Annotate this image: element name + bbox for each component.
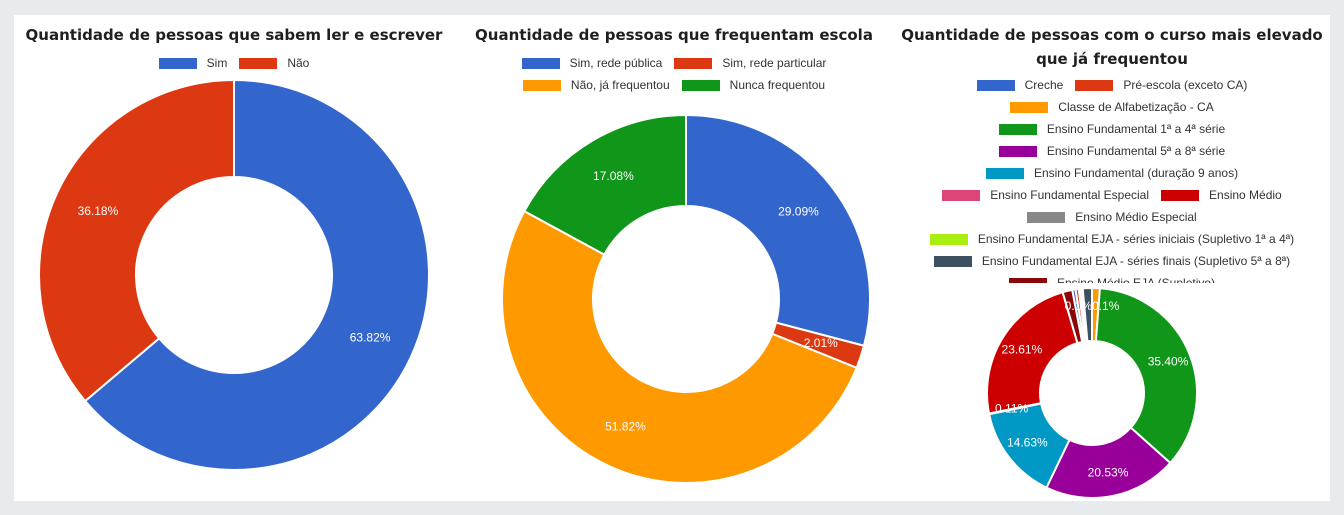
legend-label: Não [287,56,310,70]
legend-swatch [1010,101,1049,113]
chart-legend-row: Ensino Fundamental 1ª a 4ª série [894,121,1330,137]
legend-label: Pré-escola (exceto CA) [1123,78,1248,92]
chart-legend-row: Ensino Fundamental (duração 9 anos) [894,165,1330,181]
legend-swatch [681,79,720,91]
legend-swatch [998,145,1037,157]
legend-item-ensino-fundamental-eja-series-finais-supletivo-5-a-8[interactable]: Ensino Fundamental EJA - séries finais (… [933,254,1291,268]
chart-legend-row: Ensino Médio EJA (Supletivo) [894,275,1330,283]
donut-slice-nunca-frequentou[interactable] [522,113,687,256]
legend-label: Ensino Fundamental Especial [990,188,1150,202]
legend-label: Classe de Alfabetização - CA [1058,100,1214,114]
legend-swatch [1008,277,1047,283]
legend-label: Sim, rede pública [569,56,663,70]
legend-swatch [929,233,968,245]
legend-swatch [976,79,1015,91]
chart-literacy: Quantidade de pessoas que sabem ler e es… [14,15,454,501]
legend-label: Ensino Fundamental EJA - séries iniciais… [977,232,1295,246]
slice-value-label: 20.53% [1088,466,1129,480]
slice-value-label: 51.82% [605,420,646,434]
legend-label: Ensino Médio EJA (Supletivo) [1056,276,1216,283]
legend-item-sim[interactable]: Sim [158,56,228,70]
legend-swatch [985,167,1024,179]
donut-chart: 35.40% 20.53% 14.63% 0.11% 23.61% 0.1%0.1% [986,286,1198,499]
chart-school-attendance: Quantidade de pessoas que frequentam esc… [454,15,894,501]
legend-item-ensino-fundamental-5-a-8-serie[interactable]: Ensino Fundamental 5ª a 8ª série [998,144,1226,158]
legend-item-ensino-fundamental-eja-series-iniciais-supletivo-1-a-4[interactable]: Ensino Fundamental EJA - séries iniciais… [929,232,1295,246]
chart-legend[interactable]: Creche Pré-escola (exceto CA) Classe de Al… [894,77,1330,283]
slice-value-label: 63.82% [350,330,391,344]
legend-swatch [942,189,981,201]
legend-label: Ensino Fundamental 5ª a 8ª série [1046,144,1226,158]
slice-value-label: 23.61% [1002,343,1043,357]
donut-slice-ensino-fundamental-eja-series-finais-supletivo-5-a-8[interactable] [1081,286,1093,343]
donut-slice-sim-rede-publica[interactable] [685,113,871,347]
legend-item-sim-rede-particular[interactable]: Sim, rede particular [674,56,826,70]
legend-swatch [522,79,561,91]
legend-swatch [1075,79,1114,91]
legend-swatch [521,57,560,69]
legend-item-nunca-frequentou[interactable]: Nunca frequentou [681,78,826,92]
legend-item-sim-rede-publica[interactable]: Sim, rede pública [521,56,663,70]
legend-item-nao-ja-frequentou[interactable]: Não, já frequentou [522,78,670,92]
legend-label: Creche [1024,78,1064,92]
chart-legend: Sim Não [14,55,454,71]
slice-value-label: 2.01% [804,336,838,350]
legend-item-creche[interactable]: Creche [976,78,1064,92]
legend-item-ensino-medio[interactable]: Ensino Médio [1161,188,1282,202]
donut-slice-nao-ja-frequentou[interactable] [501,209,858,484]
chart-title: Quantidade de pessoas que frequentam esc… [475,26,873,44]
legend-item-ensino-fundamental-duracao-9-anos[interactable]: Ensino Fundamental (duração 9 anos) [985,166,1239,180]
chart-legend-row: Ensino Fundamental EJA - séries iniciais… [894,231,1330,247]
legend-label: Não, já frequentou [570,78,670,92]
dashboard-panel: Quantidade de pessoas que sabem ler e es… [14,15,1330,501]
slice-value-label: 35.40% [1148,355,1189,369]
legend-label: Nunca frequentou [729,78,826,92]
legend-label: Ensino Fundamental EJA - séries finais (… [981,254,1291,268]
legend-swatch [239,57,278,69]
slice-value-label-cluster: 0.1%0.1% [1065,299,1120,313]
legend-swatch [933,255,972,267]
legend-item-classe-de-alfabetizacao-ca[interactable]: Classe de Alfabetização - CA [1010,100,1214,114]
slice-value-label: 29.09% [778,204,819,218]
chart-legend-row: Classe de Alfabetização - CA [894,99,1330,115]
legend-item-nao[interactable]: Não [239,56,309,70]
legend-label: Ensino Médio [1209,188,1282,202]
donut-slice-sim[interactable] [83,78,430,471]
legend-swatch [998,123,1037,135]
legend-label: Ensino Médio Especial [1075,210,1197,224]
slice-value-label: 14.63% [1007,436,1048,450]
legend-swatch [158,57,197,69]
chart-legend-row: Ensino Fundamental EJA - séries finais (… [894,253,1330,269]
chart-education-level: Quantidade de pessoas com o curso mais e… [894,15,1330,501]
chart-legend-row: Não, já frequentou Nunca frequentou [454,77,894,93]
legend-item-ensino-fundamental-especial[interactable]: Ensino Fundamental Especial [942,188,1149,202]
donut-slice-ensino-medio[interactable] [986,290,1079,415]
slice-value-label: 36.18% [78,204,119,218]
chart-legend-row: Creche Pré-escola (exceto CA) [894,77,1330,93]
legend-label: Sim [206,56,228,70]
chart-legend-row: Ensino Médio Especial [894,209,1330,225]
legend-label: Ensino Fundamental (duração 9 anos) [1033,166,1239,180]
legend-item-ensino-medio-eja-supletivo[interactable]: Ensino Médio EJA (Supletivo) [1008,276,1216,283]
chart-title: Quantidade de pessoas com o curso mais e… [901,26,1323,68]
donut-chart: 29.09% 2.01% 51.82% 17.08% [501,113,871,484]
legend-item-pre-escola-exceto-ca[interactable]: Pré-escola (exceto CA) [1075,78,1247,92]
legend-swatch [1161,189,1200,201]
legend-swatch [1027,211,1066,223]
legend-swatch [674,57,713,69]
chart-title: Quantidade de pessoas que sabem ler e es… [25,26,443,44]
slice-value-label: 17.08% [593,169,634,183]
chart-legend-row: Ensino Fundamental 5ª a 8ª série [894,143,1330,159]
donut-chart: 63.82% 36.18% [38,78,430,471]
legend-item-ensino-medio-especial[interactable]: Ensino Médio Especial [1027,210,1197,224]
donut-slice-nao[interactable] [38,78,235,403]
legend-label: Sim, rede particular [722,56,827,70]
chart-legend-row: Sim, rede pública Sim, rede particular [454,55,894,71]
donut-slice-ensino-fundamental-1-a-4-serie[interactable] [1094,287,1198,465]
legend-label: Ensino Fundamental 1ª a 4ª série [1046,122,1226,136]
legend-item-ensino-fundamental-1-a-4-serie[interactable]: Ensino Fundamental 1ª a 4ª série [998,122,1226,136]
chart-legend-row: Ensino Fundamental Especial Ensino Médio [894,187,1330,203]
slice-value-label: 0.11% [995,401,1028,415]
